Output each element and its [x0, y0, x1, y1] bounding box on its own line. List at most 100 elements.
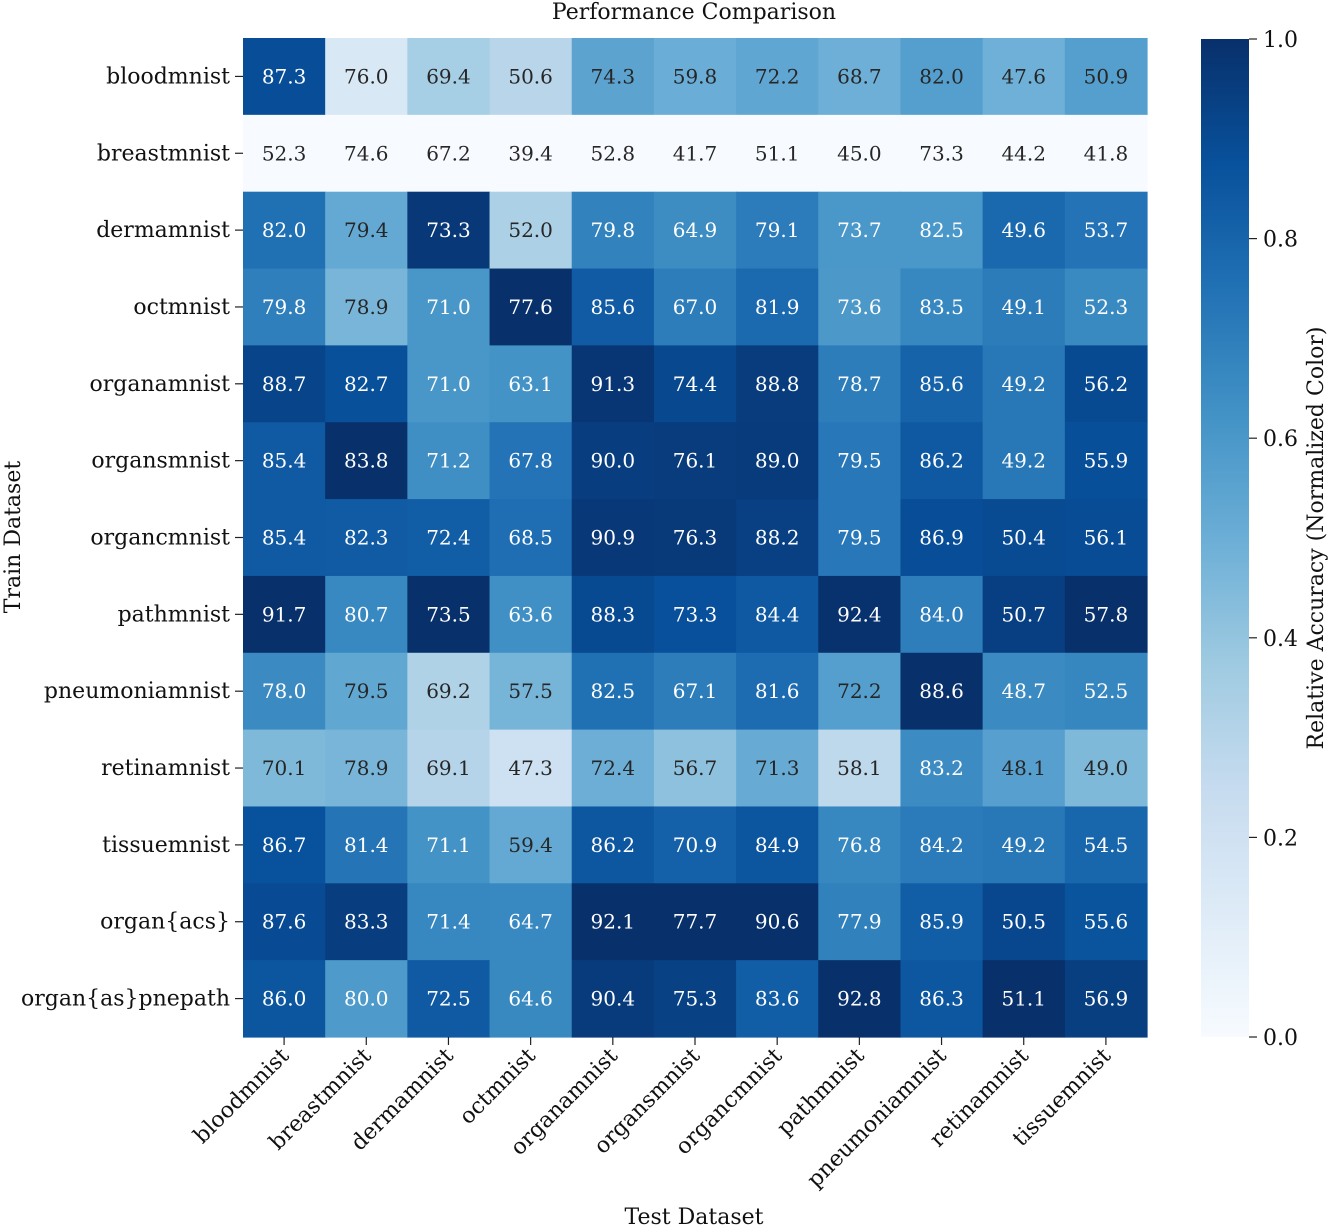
heatmap-cell — [736, 422, 819, 500]
heatmap-cell — [818, 499, 902, 577]
heatmap-cell — [900, 652, 984, 731]
heatmap-cell — [736, 729, 819, 808]
cell-value-label: 88.2 — [755, 526, 800, 550]
heatmap-cell — [243, 883, 326, 961]
heatmap-cell — [1064, 806, 1148, 884]
cell-value-label: 86.9 — [919, 526, 964, 550]
heatmap-cell — [653, 114, 737, 193]
heatmap-cell — [900, 883, 984, 961]
heatmap-cell — [653, 499, 737, 577]
heatmap-cell — [243, 191, 326, 270]
heatmap-cell — [243, 345, 326, 423]
cell-value-label: 64.7 — [508, 910, 553, 934]
cell-value-label: 86.3 — [919, 987, 964, 1011]
heatmap-cell — [818, 422, 902, 500]
cell-value-label: 69.1 — [426, 756, 471, 780]
colorbar-tick-label: 0.0 — [1263, 1026, 1298, 1051]
y-tick-label: tissuemnist — [102, 833, 230, 858]
heatmap-cell — [653, 422, 737, 500]
cell-value-label: 73.3 — [919, 141, 964, 165]
cell-value-label: 59.8 — [673, 64, 718, 88]
cell-value-label: 78.7 — [837, 372, 882, 396]
cell-value-label: 72.4 — [591, 756, 636, 780]
heatmap-cell — [571, 575, 655, 654]
cell-value-label: 71.0 — [426, 295, 471, 319]
cell-value-label: 77.9 — [837, 910, 882, 934]
cell-value-label: 64.9 — [673, 218, 718, 242]
cell-value-label: 82.3 — [344, 526, 389, 550]
cell-value-label: 91.3 — [591, 372, 636, 396]
heatmap-cell — [571, 114, 655, 193]
cell-value-label: 69.4 — [426, 64, 471, 88]
heatmap-cell — [900, 345, 984, 423]
cell-value-label: 83.5 — [919, 295, 964, 319]
heatmap-cell — [1064, 883, 1148, 961]
y-tick-label: dermamnist — [96, 218, 230, 243]
y-tick-label: organsmnist — [91, 449, 230, 474]
y-tick-label: octmnist — [133, 295, 230, 320]
cell-value-label: 56.2 — [1084, 372, 1129, 396]
colorbar-tick-label: 0.6 — [1263, 427, 1298, 452]
y-tick-label: breastmnist — [97, 141, 230, 166]
heatmap-cell — [325, 191, 408, 270]
cell-value-label: 78.9 — [344, 295, 389, 319]
cell-value-label: 87.3 — [262, 64, 307, 88]
heatmap-cell — [653, 345, 737, 423]
cell-value-label: 85.6 — [591, 295, 636, 319]
heatmap-cell — [489, 806, 573, 884]
cell-value-label: 47.3 — [508, 756, 553, 780]
heatmap-cell — [736, 499, 819, 577]
cell-value-label: 52.0 — [508, 218, 553, 242]
y-tick-label: bloodmnist — [106, 64, 230, 89]
heatmap-cell — [407, 422, 491, 500]
cell-value-label: 81.9 — [755, 295, 800, 319]
heatmap-cell — [982, 729, 1066, 808]
heatmap-cell — [407, 345, 491, 423]
colorbar-ticks: 0.0 0.2 0.4 0.6 0.8 1.0 — [1249, 28, 1298, 1051]
cell-value-label: 85.4 — [262, 449, 307, 473]
heatmap-cell — [571, 268, 655, 346]
heatmap-cell — [243, 268, 326, 346]
cell-value-label: 81.6 — [755, 679, 800, 703]
cell-value-label: 91.7 — [262, 602, 307, 626]
heatmap-cell — [900, 422, 984, 500]
cell-value-label: 52.8 — [591, 141, 636, 165]
heatmap-cell — [489, 114, 573, 193]
cell-value-label: 71.3 — [755, 756, 800, 780]
cell-value-label: 80.7 — [344, 602, 389, 626]
heatmap-cell — [736, 575, 819, 654]
cell-value-label: 79.1 — [755, 218, 800, 242]
cell-value-label: 71.1 — [426, 833, 471, 857]
cell-value-label: 72.2 — [755, 64, 800, 88]
heatmap-cell — [900, 191, 984, 270]
heatmap-cell — [736, 883, 819, 961]
colorbar-tick-label: 0.4 — [1263, 627, 1298, 652]
heatmap-cell — [818, 114, 902, 193]
heatmap-cell — [900, 806, 984, 884]
heatmap-cell — [571, 960, 655, 1038]
heatmap-cell — [325, 575, 408, 654]
y-axis-label: Train Dataset — [1, 461, 26, 614]
cell-value-label: 82.5 — [919, 218, 964, 242]
heatmap-cell — [407, 114, 491, 193]
cell-value-label: 54.5 — [1084, 833, 1129, 857]
cell-value-label: 79.5 — [837, 449, 882, 473]
cell-value-label: 52.5 — [1084, 679, 1129, 703]
heatmap-cell — [243, 38, 326, 116]
cell-value-label: 87.6 — [262, 910, 307, 934]
cell-value-label: 50.6 — [508, 64, 553, 88]
heatmap-cell — [325, 422, 408, 500]
cell-value-label: 83.6 — [755, 987, 800, 1011]
heatmap-cell — [653, 883, 737, 961]
heatmap-cells: 87.3 76.0 69.4 50.6 74.3 59.8 72.2 68.7 82.0 47.6… — [243, 38, 1148, 1038]
heatmap-cell — [1064, 729, 1148, 808]
cell-value-label: 67.2 — [426, 141, 471, 165]
cell-value-label: 89.0 — [755, 449, 800, 473]
cell-value-label: 73.3 — [673, 602, 718, 626]
heatmap-cell — [900, 38, 984, 116]
cell-value-label: 68.7 — [837, 64, 882, 88]
cell-value-label: 49.1 — [1001, 295, 1046, 319]
cell-value-label: 48.7 — [1001, 679, 1046, 703]
heatmap-cell — [653, 191, 737, 270]
heatmap-cell — [900, 268, 984, 346]
